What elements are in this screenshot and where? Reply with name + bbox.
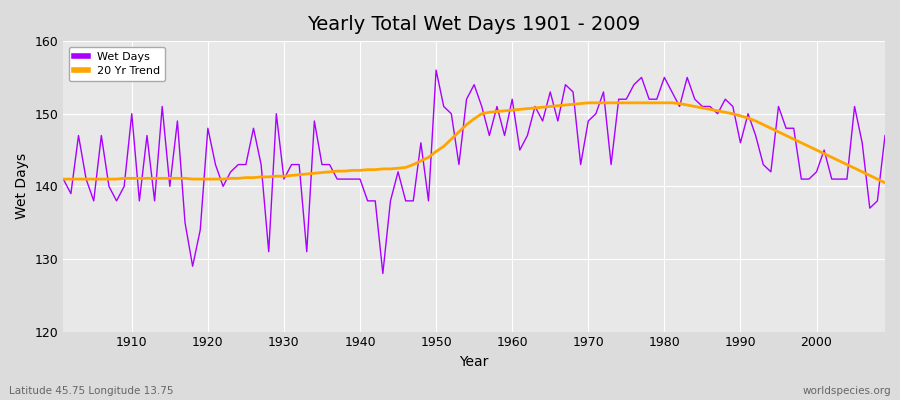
20 Yr Trend (507, 108, 517, 112)
X-axis label: Year: Year (460, 355, 489, 369)
Wet Days (879, 133, 890, 138)
Wet Days (377, 271, 388, 276)
Wet Days (332, 177, 343, 182)
Text: Latitude 45.75 Longitude 13.75: Latitude 45.75 Longitude 13.75 (9, 386, 174, 396)
Text: worldspecies.org: worldspecies.org (803, 386, 891, 396)
20 Yr Trend (119, 176, 130, 181)
Wet Days (613, 97, 624, 102)
Wet Days (58, 177, 68, 182)
20 Yr Trend (332, 169, 343, 174)
Wet Days (119, 184, 130, 189)
20 Yr Trend (500, 108, 510, 113)
Line: Wet Days: Wet Days (63, 70, 885, 274)
Title: Yearly Total Wet Days 1901 - 2009: Yearly Total Wet Days 1901 - 2009 (308, 15, 641, 34)
Wet Days (431, 68, 442, 72)
Legend: Wet Days, 20 Yr Trend: Wet Days, 20 Yr Trend (68, 47, 166, 81)
20 Yr Trend (879, 180, 890, 185)
Line: 20 Yr Trend: 20 Yr Trend (63, 103, 885, 183)
Y-axis label: Wet Days: Wet Days (15, 153, 29, 220)
Wet Days (522, 133, 533, 138)
Wet Days (515, 148, 526, 152)
20 Yr Trend (583, 100, 594, 105)
20 Yr Trend (58, 177, 68, 182)
20 Yr Trend (286, 173, 297, 178)
20 Yr Trend (606, 100, 616, 105)
Wet Days (286, 162, 297, 167)
